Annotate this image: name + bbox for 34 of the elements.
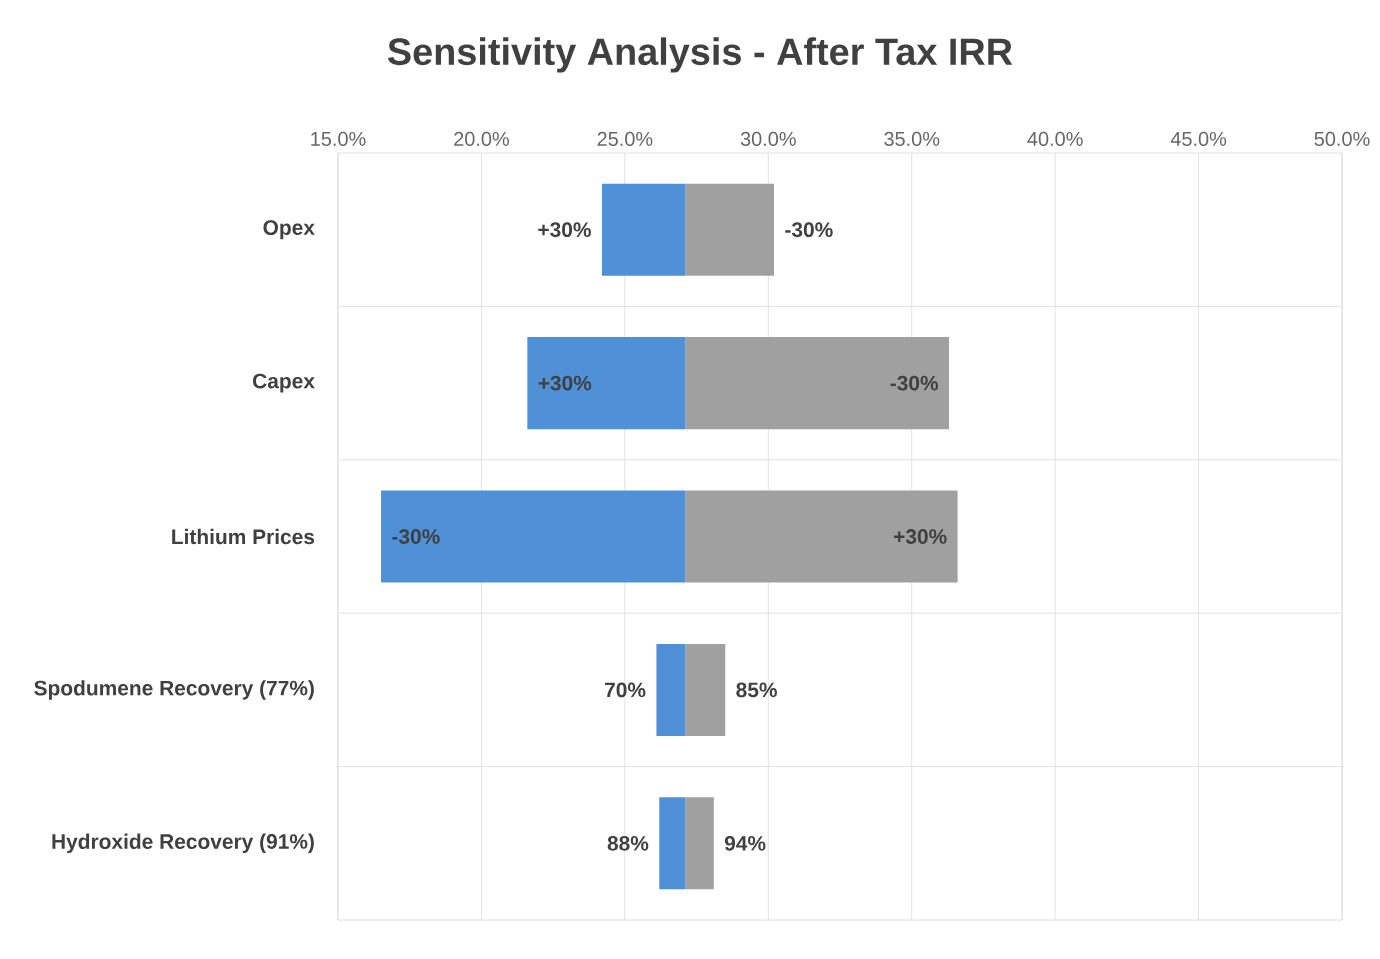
annotation: +30% (894, 529, 947, 544)
x-tick-label: 25.0% (597, 131, 653, 146)
x-tick-label: 35.0% (884, 131, 940, 146)
chart-title: Sensitivity Analysis - After Tax IRR (387, 37, 1013, 73)
bar (685, 337, 950, 430)
y-tick-label: Capex (253, 373, 315, 393)
bar (659, 797, 686, 890)
x-tick-label: 45.0% (1170, 131, 1227, 146)
annotation: +30% (538, 222, 591, 238)
annotation: 70% (605, 682, 646, 698)
x-tick-label: 50.0% (1314, 131, 1370, 146)
annotation: -30% (890, 375, 939, 391)
annotation: +30% (538, 375, 592, 391)
x-tick-label: 20.0% (454, 131, 509, 146)
x-tick-label: 40.0% (1027, 131, 1083, 146)
bar (685, 490, 958, 583)
annotation: 85% (736, 682, 777, 698)
bar (685, 797, 714, 890)
annotation: -30% (392, 529, 440, 544)
annotation: 88% (607, 835, 649, 851)
y-tick-label: Opex (263, 220, 315, 240)
x-tick-label: 15.0% (311, 131, 366, 146)
y-tick-label: Spodumene Recovery (77%) (34, 680, 314, 700)
x-tick-label: 30.0% (740, 131, 796, 146)
bar (601, 183, 686, 276)
y-tick-label: Lithium Prices (172, 528, 315, 545)
y-tick-label: Hydroxide Recovery (91%) (52, 833, 314, 854)
bar (685, 183, 775, 276)
annotation: 94% (724, 835, 766, 851)
bar (381, 490, 686, 583)
bar (527, 337, 686, 430)
annotation: -30% (785, 222, 833, 238)
bar (685, 643, 726, 736)
bar (656, 643, 686, 736)
